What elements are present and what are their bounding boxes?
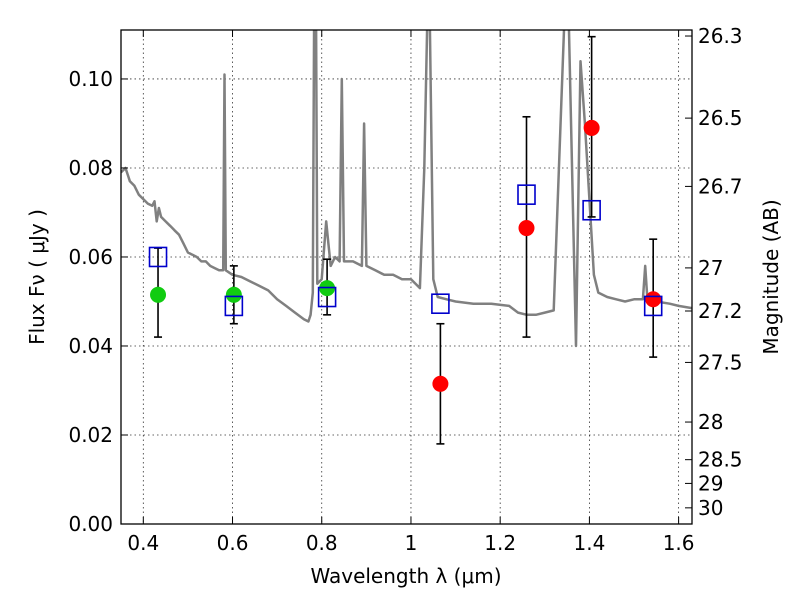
x-tick-label: 1.6 (663, 531, 695, 555)
x-tick-label: 0.4 (127, 531, 159, 555)
data-point (432, 375, 449, 392)
y-tick-label: 0.00 (68, 512, 113, 536)
y-axis-title: Flux Fν ( μJy ) (25, 209, 49, 345)
model-photometry-point (148, 246, 168, 268)
x-axis-title: Wavelength λ (μm) (310, 564, 501, 588)
data-point (225, 286, 242, 303)
x-tick-label: 1 (405, 531, 418, 555)
y2-tick-label: 27.5 (698, 350, 743, 374)
model-spectrum-line (121, 30, 692, 348)
y2-tick-label: 30 (698, 496, 723, 520)
x-tick-label: 1.4 (573, 531, 605, 555)
model-photometry-point (224, 295, 244, 317)
plot-area (121, 30, 692, 445)
y2-axis-title: Magnitude (AB) (759, 199, 783, 354)
y2-tick-label: 27 (698, 256, 723, 280)
x-tick-label: 1.2 (484, 531, 516, 555)
y-tick-label: 0.02 (68, 423, 113, 447)
data-point (150, 286, 167, 303)
y2-tick-label: 26.3 (698, 24, 743, 48)
model-photometry-point (431, 293, 450, 315)
y-tick-label: 0.04 (68, 334, 113, 358)
y2-tick-label: 27.2 (698, 299, 743, 323)
model-photometry-point (517, 184, 536, 205)
axes: 0.4 0.6 0.8 1 1.2 1.4 1.6 0.00 0.02 0.04 0.06 0.08 0… (68, 24, 742, 555)
y2-tick-label: 26.5 (698, 106, 743, 130)
x-tick-label: 0.6 (217, 531, 249, 555)
model-photometry-point (643, 295, 663, 317)
y2-tick-label: 28.5 (698, 448, 743, 472)
plot-frame (120, 29, 693, 525)
y-tick-label: 0.06 (68, 245, 113, 269)
y-tick-label: 0.08 (68, 156, 113, 180)
y2-tick-label: 28 (698, 410, 723, 434)
y-tick-label: 0.10 (68, 67, 113, 91)
y2-tick-label: 29 (698, 471, 723, 495)
x-tick-label: 0.8 (306, 531, 338, 555)
model-photometry-point (582, 199, 601, 221)
data-point (583, 119, 600, 136)
data-point (645, 291, 662, 308)
data-point (518, 220, 535, 237)
y2-tick-label: 26.7 (698, 174, 743, 198)
model-photometry-point (317, 286, 337, 308)
